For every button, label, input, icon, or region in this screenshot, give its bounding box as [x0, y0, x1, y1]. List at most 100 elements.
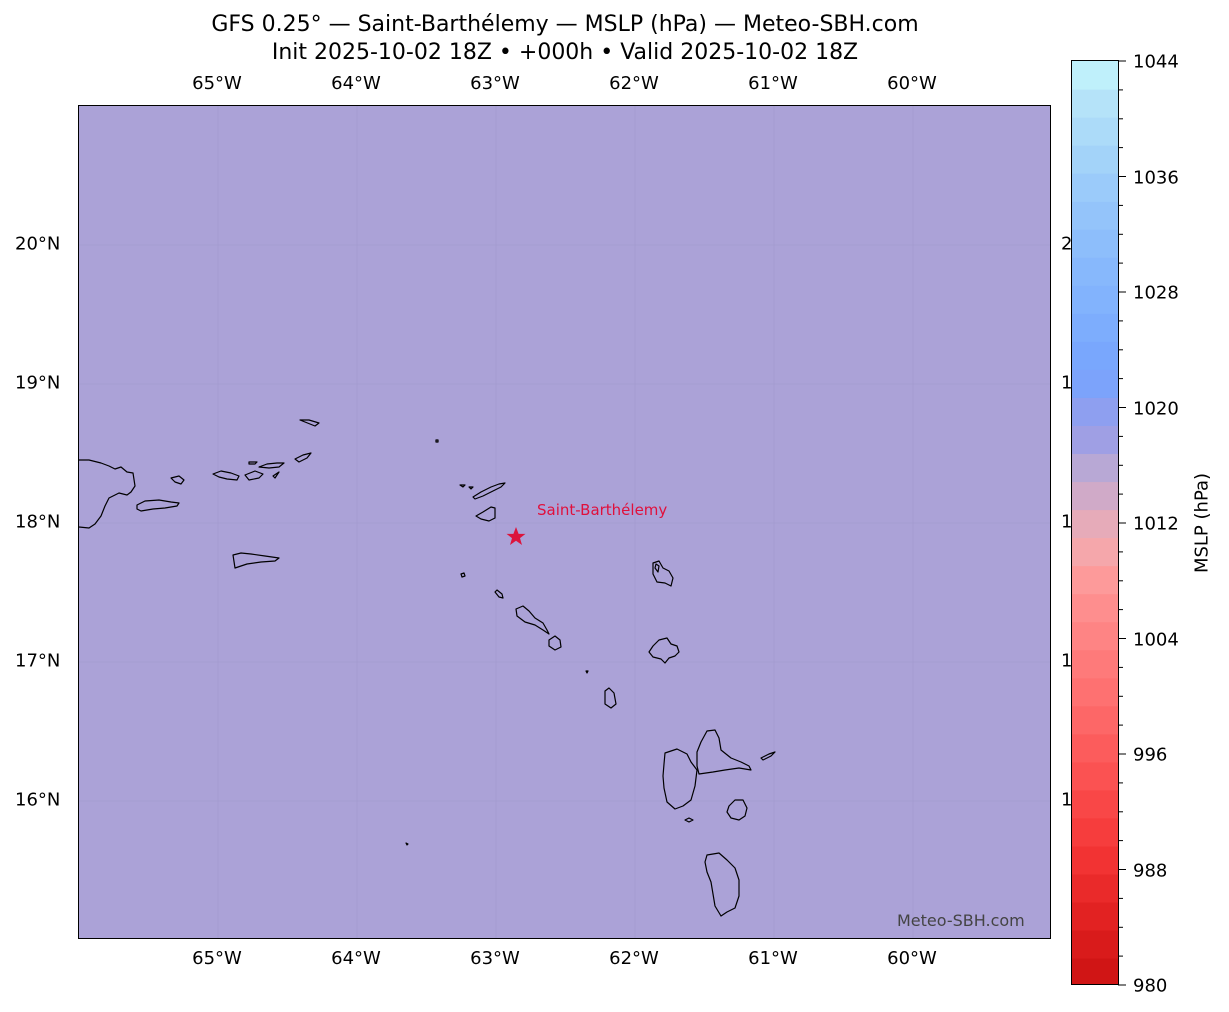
colorbar-band — [1072, 565, 1118, 595]
coastline-vieques — [136, 499, 180, 512]
colorbar-band — [1072, 257, 1118, 286]
colorbar-band — [1072, 733, 1118, 763]
colorbar-title: MSLP (hPa) — [1191, 472, 1213, 574]
coastline-montserrat — [604, 687, 617, 709]
colorbar-band — [1072, 453, 1118, 483]
coastline-st-kitts — [515, 605, 550, 635]
colorbar-band — [1072, 845, 1118, 875]
colorbar-band — [1072, 145, 1118, 174]
colorbar-band — [1072, 369, 1118, 398]
colorbar-band — [1072, 621, 1118, 651]
coastline-virgin-gorda — [272, 471, 280, 479]
coastline-anguilla — [472, 482, 506, 500]
coastline-st-croix — [232, 552, 280, 569]
coastline-redonda — [585, 670, 589, 674]
lon-label-bottom: 60°W — [887, 948, 937, 969]
chart-subtitle: Init 2025-10-02 18Z • +000h • Valid 2025… — [271, 40, 859, 65]
colorbar-band — [1072, 313, 1118, 342]
coastline-barbuda-tip — [654, 563, 660, 573]
coastline-grande-terre — [696, 729, 752, 775]
lat-label-left: 16°N — [15, 789, 61, 811]
colorbar-band — [1072, 61, 1118, 90]
colorbar-band — [1072, 817, 1118, 847]
coastline-les-saintes — [684, 817, 694, 823]
coastline-nevis — [548, 635, 562, 651]
lat-label-right: 1 — [1061, 650, 1073, 672]
coastline-saint-martin — [475, 506, 496, 522]
lon-label-top: 64°W — [331, 73, 381, 94]
colorbar-band — [1072, 537, 1118, 567]
colorbar-tick-label: 980 — [1133, 975, 1168, 997]
colorbar-band — [1072, 425, 1118, 455]
colorbar-band — [1072, 481, 1118, 511]
colorbar-tick-label: 996 — [1133, 744, 1168, 766]
coastline-aves — [405, 842, 409, 846]
coastlines — [79, 419, 776, 917]
colorbar-band — [1072, 761, 1118, 791]
lon-label-bottom: 61°W — [748, 948, 798, 969]
lat-label-right: 2 — [1061, 233, 1073, 255]
coastline-bvi-small — [248, 461, 258, 465]
colorbar-band — [1072, 677, 1118, 707]
lat-label-left: 18°N — [15, 511, 61, 533]
lon-label-bottom: 63°W — [470, 948, 520, 969]
colorbar-band — [1072, 341, 1118, 370]
coastline-bvi-east — [294, 452, 312, 463]
graticule — [79, 106, 1050, 938]
lon-label-top: 65°W — [192, 73, 242, 94]
colorbar-band — [1072, 873, 1118, 903]
coastline-dominica — [704, 852, 740, 917]
colorbar-tick-label: 1004 — [1133, 629, 1179, 651]
lat-label-left: 19°N — [15, 372, 61, 394]
star-icon[interactable] — [506, 527, 526, 545]
colorbar-band — [1072, 957, 1118, 984]
watermark: Meteo-SBH.com — [897, 911, 1025, 930]
coastline-puerto-rico — [79, 459, 136, 529]
colorbar-tick-label: 1036 — [1133, 167, 1179, 189]
colorbar-band — [1072, 229, 1118, 258]
colorbar-band — [1072, 509, 1118, 539]
coastline-scrub — [468, 486, 474, 490]
colorbar-tick-label: 1044 — [1133, 51, 1179, 73]
colorbar-band — [1072, 649, 1118, 679]
lon-label-top: 63°W — [470, 73, 520, 94]
lon-label-top: 60°W — [887, 73, 937, 94]
coastline-antigua — [648, 637, 680, 664]
map-panel[interactable] — [78, 105, 1051, 939]
lon-label-bottom: 64°W — [331, 948, 381, 969]
colorbar-tick-label: 988 — [1133, 860, 1168, 882]
colorbar-tick-label: 1012 — [1133, 513, 1179, 535]
colorbar-tick-label: 1020 — [1133, 398, 1179, 420]
colorbar-band — [1072, 201, 1118, 230]
colorbar-band — [1072, 705, 1118, 735]
colorbar-band — [1072, 397, 1118, 426]
location-label: Saint-Barthélemy — [537, 501, 668, 519]
colorbar-band — [1072, 89, 1118, 118]
colorbar-band — [1072, 117, 1118, 146]
coastline-barbuda — [652, 560, 674, 587]
lon-label-top: 61°W — [748, 73, 798, 94]
coastline-anegada — [299, 419, 320, 427]
colorbar-ticks — [1118, 60, 1126, 986]
lat-label-left: 17°N — [15, 650, 61, 672]
coastline-statia — [494, 589, 504, 599]
coastline-basse-terre — [662, 748, 698, 810]
coastline-saba — [460, 572, 466, 578]
lon-label-top: 62°W — [609, 73, 659, 94]
lon-label-bottom: 65°W — [192, 948, 242, 969]
lat-label-right: 1 — [1061, 372, 1073, 394]
pressure-field — [79, 106, 1050, 938]
coastline-culebra — [170, 475, 185, 485]
colorbar-band — [1072, 929, 1118, 959]
coastline-sombrero — [435, 439, 439, 443]
colorbar-band — [1072, 285, 1118, 314]
colorbar — [1071, 60, 1119, 985]
colorbar-band — [1072, 901, 1118, 931]
colorbar-band — [1072, 789, 1118, 819]
colorbar-band — [1072, 593, 1118, 623]
chart-title: GFS 0.25° — Saint-Barthélemy — MSLP (hPa… — [211, 12, 919, 37]
coastline-la-desirade — [760, 751, 776, 761]
colorbar-tick-label: 1028 — [1133, 282, 1179, 304]
coastline-st-thomas — [212, 470, 240, 481]
lat-label-right: 1 — [1061, 789, 1073, 811]
